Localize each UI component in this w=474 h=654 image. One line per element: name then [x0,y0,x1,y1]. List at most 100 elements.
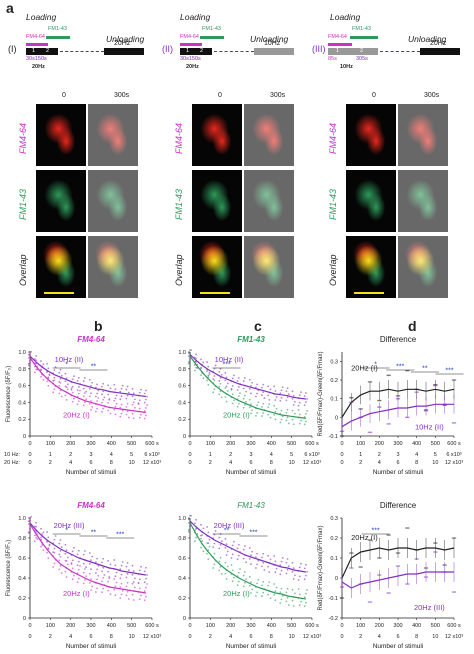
dye1-bar [180,43,202,46]
data-point [143,581,146,584]
sig-marker: * [374,362,377,369]
data-point [101,410,103,413]
data-point [291,570,294,573]
stimuli-tick-20hz: 0 [28,460,31,466]
data-point [225,385,228,388]
data-point [85,398,87,401]
stimuli-tick-10hz: 3 [396,452,399,458]
data-point [361,566,363,568]
data-point [267,385,269,388]
stimuli-tick-10hz: 2 [378,452,381,458]
x-tick-label: 200 [375,623,384,629]
time-label: 300s [424,92,440,99]
data-point [231,553,234,556]
data-point [102,576,105,579]
data-point [263,397,266,400]
data-point [207,374,210,377]
protocol-II: Loading (II) Unloading FM4-64 FM1-43 1 2… [162,12,312,80]
data-point [138,399,141,402]
data-point [96,578,98,581]
data-point [54,366,57,369]
data-point [76,389,79,391]
data-point [46,531,48,533]
data-point [119,398,122,401]
data-point [34,371,36,374]
data-point [219,367,222,370]
data-point [120,403,123,406]
data-point [120,395,123,398]
micrograph-image [346,170,396,232]
data-point [71,559,74,562]
data-point [65,377,68,380]
data-point [244,545,246,547]
row-label: FM1-43 [328,188,338,220]
data-point [109,387,112,390]
sig-marker: *** [372,528,380,535]
data-point [255,556,257,559]
data-point [237,395,240,398]
data-point [145,566,147,569]
data-point [125,576,128,579]
micrograph-image [244,104,294,166]
series-line [189,355,306,419]
data-point [189,359,191,362]
row-label: Overlap [328,254,338,286]
stimuli-tick-10hz: 3 [249,452,252,458]
data-point [119,568,122,571]
data-point [54,535,57,537]
data-point [242,574,245,577]
data-point [303,415,306,418]
stimuli-tick-10hz: 4 [415,452,418,458]
data-point [138,569,141,572]
data-point [58,392,61,395]
data-point [224,546,227,549]
data-point [262,403,265,405]
data-point [77,549,80,552]
data-point [280,560,283,563]
stimuli-tick-20hz: 2 [209,634,212,640]
data-point [108,398,111,401]
data-point [261,406,263,408]
data-point [213,388,216,391]
data-point [190,349,193,352]
stimuli-tick-10hz: 0 [340,452,343,458]
data-point [146,395,149,398]
dye1-bar [26,43,48,46]
data-point [46,551,48,554]
time-label: 300s [114,92,130,99]
data-point [107,580,109,583]
data-point [102,587,105,590]
data-point [275,396,278,398]
y-tick-label: 0.2 [178,417,186,423]
x-tick-label: 400 [107,623,116,629]
data-point [287,393,290,396]
stimuli-tick-20hz: 2 [209,460,212,466]
data-point [140,594,142,597]
data-point [71,378,74,381]
data-point [107,409,109,412]
x-tick-label: 400 [412,441,421,447]
x-tick-label: 500 [287,623,296,629]
data-point [201,534,204,536]
data-point [52,566,55,568]
y-axis-label: Red(δF/Fmax)-Green(δF/Fmax) [318,525,324,610]
protocol-id: (II) [162,44,173,54]
data-point [342,430,345,433]
data-point [76,403,79,406]
data-point [126,581,129,584]
data-point [91,381,94,384]
data-point [143,570,146,573]
data-point [286,416,289,419]
data-point [52,391,55,394]
data-point [256,563,258,566]
data-point [279,392,282,395]
stimuli-tick-10hz: 4 [110,452,113,458]
data-point [103,574,106,576]
data-point [273,583,276,585]
stimuli-tick-20hz: 4 [229,634,232,640]
stimuli-tick-20hz: 8 [270,460,273,466]
loading-label: Loading [180,12,211,22]
data-point [294,400,296,403]
data-point [58,371,61,374]
data-point [201,363,204,366]
